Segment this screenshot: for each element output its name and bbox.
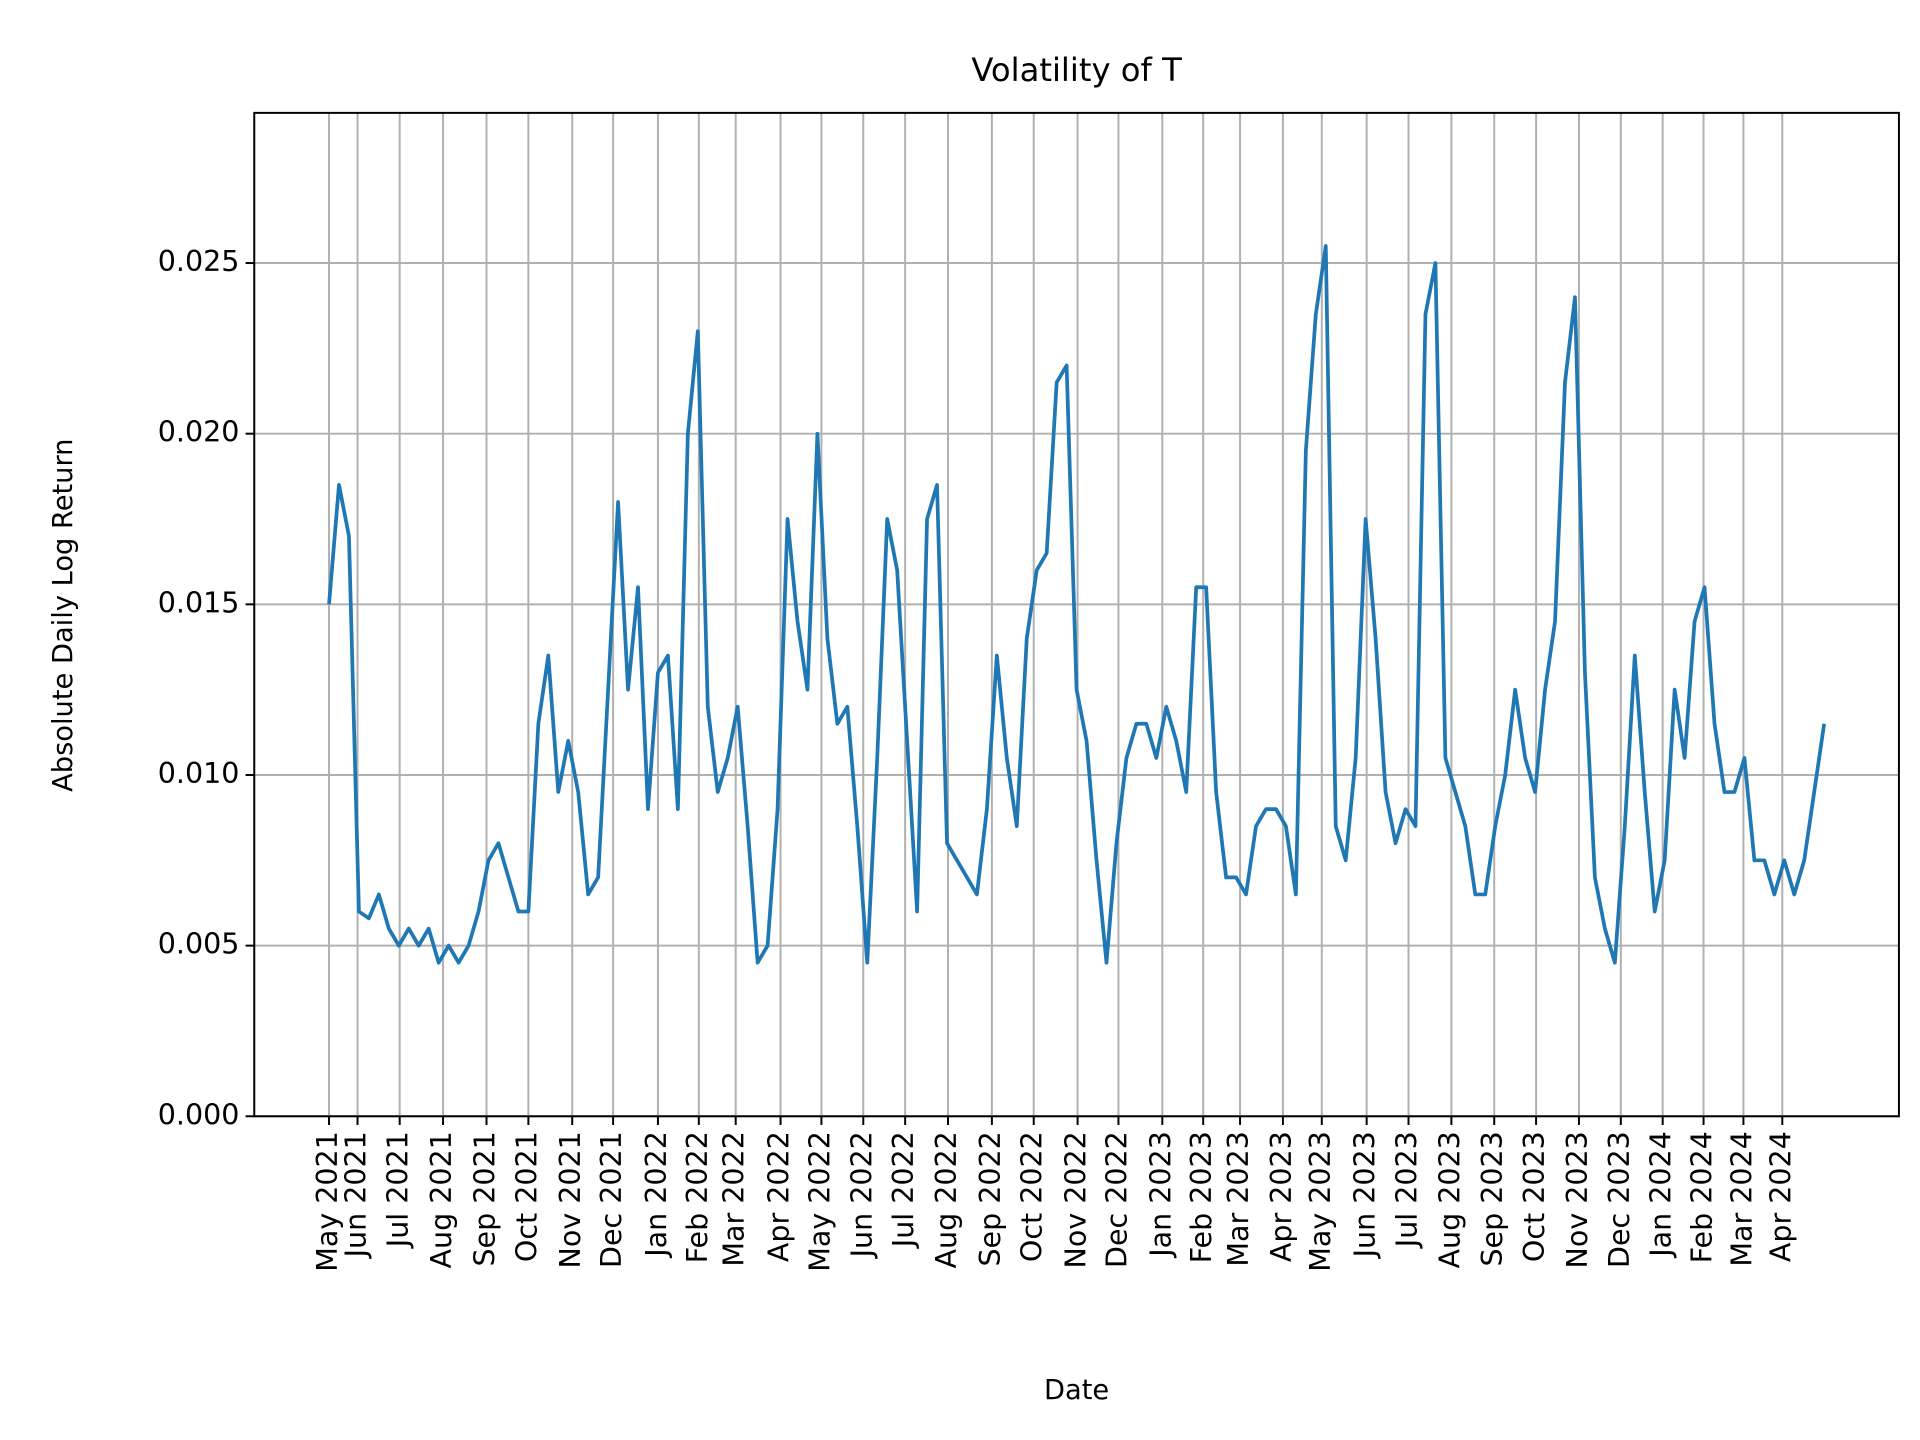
plot-frame [253,111,1900,1118]
x-tick-label: May 2021 [311,1131,344,1272]
x-tick-label: Dec 2023 [1603,1131,1636,1268]
y-tick-label: 0.020 [158,416,240,449]
x-tick-label: Sep 2023 [1476,1131,1509,1266]
x-tick-label: Apr 2022 [763,1131,796,1262]
x-tick-label: Nov 2023 [1561,1131,1594,1268]
y-tick-label: 0.015 [158,586,240,619]
y-tick-label: 0.025 [158,245,240,278]
x-tick-label: Jan 2024 [1645,1131,1678,1259]
x-tick-label: Sep 2022 [974,1131,1007,1266]
x-tick-label: Aug 2022 [930,1131,963,1268]
x-tick-label: Sep 2021 [469,1131,502,1266]
x-tick-label: Oct 2021 [510,1131,543,1262]
x-tick-label: Dec 2022 [1100,1131,1133,1268]
x-tick-label: Nov 2021 [554,1131,587,1268]
x-tick-label: Feb 2022 [681,1131,714,1263]
x-tick-label: Dec 2021 [595,1131,628,1268]
y-tick-label: 0.005 [158,928,240,961]
x-tick-label: Jul 2021 [382,1131,415,1249]
x-tick-label: May 2023 [1304,1131,1337,1272]
x-tick-label: Apr 2024 [1764,1131,1797,1262]
x-tick-label: Jun 2023 [1349,1131,1382,1259]
x-tick-label: Jan 2023 [1144,1131,1177,1259]
y-tick-label: 0.010 [158,757,240,790]
x-tick-label: Jun 2022 [845,1131,878,1259]
data-line [327,244,1827,965]
x-axis-label: Date [1044,1375,1109,1406]
x-tick-label: Jan 2022 [640,1131,673,1259]
y-axis-label: Absolute Daily Log Return [48,439,79,792]
x-tick-label: Jul 2022 [887,1131,920,1249]
x-tick-label: Oct 2023 [1518,1131,1551,1262]
x-tick-label: Mar 2024 [1725,1131,1758,1266]
x-tick-label: Jun 2021 [340,1131,373,1259]
x-tick-label: Feb 2023 [1185,1131,1218,1263]
x-tick-label: May 2022 [803,1131,836,1272]
y-tick-label: 0.000 [158,1098,240,1131]
x-tick-label: Mar 2022 [718,1131,751,1266]
x-tick-label: Feb 2024 [1686,1131,1719,1263]
x-tick-label: Nov 2022 [1060,1131,1093,1268]
x-tick-label: Aug 2021 [425,1131,458,1268]
x-tick-label: Aug 2023 [1433,1131,1466,1268]
x-tick-label: Mar 2023 [1222,1131,1255,1266]
x-tick-label: Oct 2022 [1016,1131,1049,1262]
x-tick-label: Apr 2023 [1265,1131,1298,1262]
chart-title: Volatility of T [971,51,1182,89]
x-tick-label: Jul 2023 [1391,1131,1424,1249]
